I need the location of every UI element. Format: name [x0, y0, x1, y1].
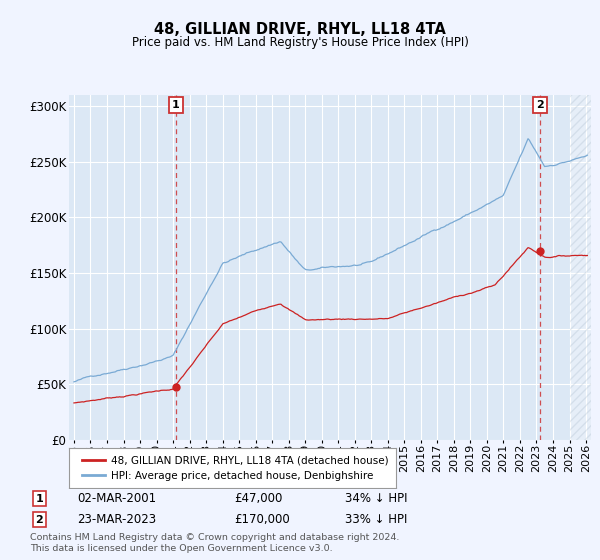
Text: 02-MAR-2001: 02-MAR-2001: [77, 492, 156, 505]
Text: Contains HM Land Registry data © Crown copyright and database right 2024.
This d: Contains HM Land Registry data © Crown c…: [30, 533, 400, 553]
Text: 1: 1: [35, 493, 43, 503]
Text: 48, GILLIAN DRIVE, RHYL, LL18 4TA: 48, GILLIAN DRIVE, RHYL, LL18 4TA: [154, 22, 446, 38]
Text: 2: 2: [35, 515, 43, 525]
Text: 1: 1: [172, 100, 180, 110]
Legend: 48, GILLIAN DRIVE, RHYL, LL18 4TA (detached house), HPI: Average price, detached: 48, GILLIAN DRIVE, RHYL, LL18 4TA (detac…: [77, 451, 392, 485]
Text: Price paid vs. HM Land Registry's House Price Index (HPI): Price paid vs. HM Land Registry's House …: [131, 36, 469, 49]
Text: 34% ↓ HPI: 34% ↓ HPI: [344, 492, 407, 505]
Text: 2: 2: [536, 100, 544, 110]
Bar: [569, 95, 595, 440]
Text: 23-MAR-2023: 23-MAR-2023: [77, 513, 156, 526]
Text: 33% ↓ HPI: 33% ↓ HPI: [344, 513, 407, 526]
Text: £170,000: £170,000: [234, 513, 290, 526]
Text: £47,000: £47,000: [234, 492, 283, 505]
